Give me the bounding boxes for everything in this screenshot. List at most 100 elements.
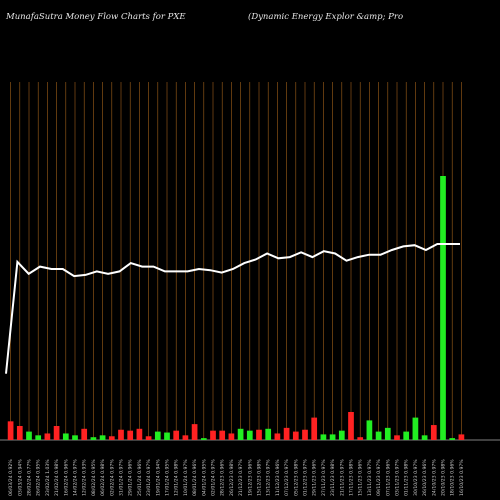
x-tick-label: 30/10/23 0.97% (413, 459, 419, 496)
x-tick-label: 29/11/23 0.96% (312, 459, 318, 496)
volume-bar (311, 417, 318, 440)
x-tick-label: 24/10/23 0.97% (431, 459, 437, 496)
volume-bar (338, 430, 345, 440)
x-tick-label: 17/11/23 0.98% (349, 459, 355, 496)
x-tick-label: 26/12/23 0.98% (229, 459, 235, 496)
x-tick-label: 16/10/23 0.97% (459, 459, 465, 496)
volume-bar (127, 430, 134, 440)
x-tick-label: 28/02/24 0.77% (27, 459, 33, 496)
volume-bar (200, 438, 207, 440)
x-tick-label: 08/01/24 0.96% (192, 459, 198, 496)
volume-bar (320, 434, 327, 440)
volume-bar (430, 425, 437, 440)
x-tick-label: 01/11/23 0.98% (404, 459, 410, 496)
volume-bar (72, 435, 78, 440)
x-tick-label: 26/02/24 0.95% (36, 459, 42, 496)
x-tick-label: 20/10/23 0.98% (441, 459, 447, 496)
x-tick-label: 18/10/23 0.96% (450, 459, 456, 496)
x-tick-label: 01/12/23 0.97% (303, 459, 309, 496)
volume-bar (256, 429, 262, 440)
x-tick-label: 19/01/24 0.94% (155, 459, 161, 496)
volume-bar (173, 430, 180, 440)
x-tick-label: 05/12/23 0.98% (293, 459, 299, 496)
x-tick-label: 10/01/24 0.97% (183, 459, 189, 496)
volume-bar (237, 428, 244, 440)
x-tick-label: 27/11/23 0.97% (321, 459, 327, 496)
volume-bar (403, 431, 410, 440)
x-tick-label: 13/11/23 0.97% (367, 459, 373, 496)
volume-bar (375, 431, 382, 440)
volume-bar (302, 429, 308, 440)
x-tick-label: 15/11/23 0.96% (358, 459, 364, 496)
volume-bar (16, 426, 23, 440)
x-tick-label: 02/02/24 0.97% (109, 459, 115, 496)
volume-bar (394, 435, 400, 440)
x-tick-label: 02/01/24 0.97% (211, 459, 217, 496)
volume-bar (449, 438, 456, 440)
volume-bar (421, 435, 428, 440)
volume-bar (210, 430, 216, 440)
volume-bar (219, 430, 226, 440)
volume-bar (274, 433, 281, 440)
x-tick-label: 09/11/23 0.97% (376, 459, 382, 496)
x-tick-label: 03/03/24 0.94% (17, 459, 23, 496)
volume-bar (384, 427, 391, 440)
volume-bar (164, 432, 170, 440)
volume-bar (108, 436, 115, 440)
x-tick-label: 23/01/24 0.97% (146, 459, 152, 496)
x-tick-label: 21/12/23 0.97% (238, 459, 244, 496)
volume-bar (246, 430, 253, 440)
x-tick-label: 16/02/24 0.96% (63, 459, 69, 496)
x-tick-label: 11/12/23 0.96% (275, 459, 281, 496)
x-tick-label: 14/02/24 0.97% (73, 459, 79, 496)
volume-bar (44, 433, 51, 440)
x-tick-label: 06/02/24 0.98% (100, 459, 106, 496)
x-tick-label: 26/10/23 0.96% (422, 459, 428, 496)
volume-bar (348, 412, 354, 440)
volume-bar (35, 435, 42, 440)
volume-bar (191, 424, 198, 440)
volume-bar (440, 176, 446, 440)
x-tick-label: 21/11/23 0.97% (339, 459, 345, 496)
volume-bar (53, 426, 60, 440)
x-tick-label: 07/12/23 0.97% (284, 459, 290, 496)
volume-bar (7, 421, 14, 440)
x-tick-label: 29/01/24 0.96% (128, 459, 134, 496)
x-tick-label: 25/01/24 0.96% (137, 459, 143, 496)
volume-bar (90, 437, 97, 440)
x-tick-label: 08/02/24 0.95% (91, 459, 97, 496)
x-tick-label: 07/11/23 0.96% (385, 459, 391, 496)
x-tick-label: 17/01/24 0.95% (165, 459, 171, 496)
volume-bar (228, 433, 235, 440)
volume-bar (458, 434, 465, 440)
x-tick-label: 21/02/24 0.98% (54, 459, 60, 496)
volume-bar (26, 431, 32, 440)
x-tick-label: 04/01/24 0.95% (201, 459, 207, 496)
x-tick-label: 23/02/24 1.03% (45, 459, 51, 496)
volume-bar (118, 429, 124, 440)
x-tick-label: 06/03/24 0.92% (8, 459, 14, 496)
volume-bar (145, 436, 152, 440)
volume-bar (265, 428, 272, 440)
volume-bar (136, 428, 143, 440)
x-tick-label: 23/11/23 0.98% (330, 459, 336, 496)
volume-bar (412, 417, 419, 440)
x-tick-label: 28/12/23 0.96% (220, 459, 226, 496)
x-tick-label: 13/12/23 0.97% (266, 459, 272, 496)
chart-title: MunafaSutra Money Flow Charts for PXE (6, 12, 186, 22)
volume-bar (357, 437, 364, 440)
x-tick-label: 15/12/23 0.98% (257, 459, 263, 496)
volume-bar (292, 431, 299, 440)
x-tick-label: 19/12/23 0.96% (247, 459, 253, 496)
volume-bar (99, 435, 106, 440)
money-flow-line (5, 243, 460, 374)
volume-bar (62, 433, 69, 440)
volume-bar (81, 428, 88, 440)
chart-subtitle: (Dynamic Energy Explor &amp; Pro (248, 12, 404, 22)
volume-bar (366, 420, 373, 440)
volume-bar (182, 435, 189, 440)
x-tick-label: 12/01/24 0.98% (174, 459, 180, 496)
volume-bar (154, 431, 161, 440)
